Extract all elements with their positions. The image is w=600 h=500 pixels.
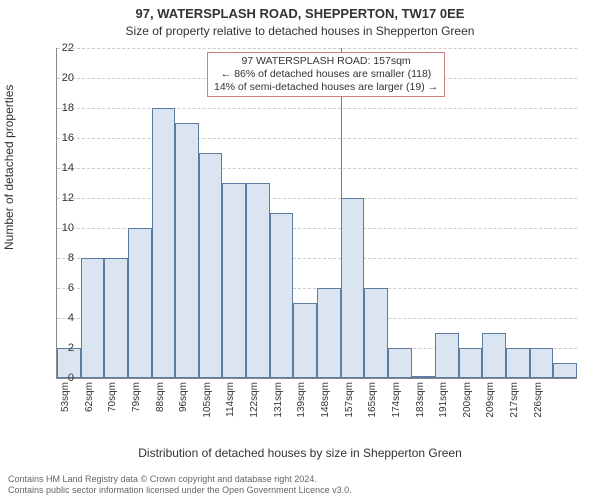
bar <box>199 153 223 378</box>
bar <box>270 213 294 378</box>
grid-line <box>57 138 577 139</box>
grid-line <box>57 48 577 49</box>
y-tick: 6 <box>44 282 74 294</box>
x-tick: 53sqm <box>60 382 71 428</box>
chart-subtitle: Size of property relative to detached ho… <box>0 24 600 38</box>
x-tick: 139sqm <box>296 382 307 428</box>
annotation-line-3: 14% of semi-detached houses are larger (… <box>214 81 438 94</box>
x-tick: 191sqm <box>438 382 449 428</box>
footer-text: Contains HM Land Registry data © Crown c… <box>8 474 592 497</box>
bar <box>482 333 506 378</box>
plot-area: 97 WATERSPLASH ROAD: 157sqm ← 86% of det… <box>56 48 577 379</box>
marker-line <box>341 48 342 378</box>
bar <box>388 348 412 378</box>
y-axis-label: Number of detached properties <box>2 85 16 250</box>
bar <box>364 288 388 378</box>
chart-title: 97, WATERSPLASH ROAD, SHEPPERTON, TW17 0… <box>0 6 600 21</box>
x-tick: 174sqm <box>391 382 402 428</box>
y-tick: 8 <box>44 252 74 264</box>
y-tick: 10 <box>44 222 74 234</box>
bar <box>341 198 365 378</box>
y-tick: 4 <box>44 312 74 324</box>
bar <box>175 123 199 378</box>
bar <box>317 288 341 378</box>
x-tick: 105sqm <box>202 382 213 428</box>
x-tick: 157sqm <box>344 382 355 428</box>
x-tick: 131sqm <box>273 382 284 428</box>
x-tick: 62sqm <box>84 382 95 428</box>
bar <box>506 348 530 378</box>
x-tick: 165sqm <box>367 382 378 428</box>
bar <box>435 333 459 378</box>
bar <box>246 183 270 378</box>
x-tick: 226sqm <box>533 382 544 428</box>
bar <box>222 183 246 378</box>
x-tick: 209sqm <box>485 382 496 428</box>
bar <box>412 376 436 378</box>
annotation-line-2: ← 86% of detached houses are smaller (11… <box>214 68 438 81</box>
y-tick: 2 <box>44 342 74 354</box>
bar <box>152 108 176 378</box>
y-tick: 14 <box>44 162 74 174</box>
bar <box>293 303 317 378</box>
x-tick: 122sqm <box>249 382 260 428</box>
x-tick: 217sqm <box>509 382 520 428</box>
bar <box>459 348 483 378</box>
x-axis-label: Distribution of detached houses by size … <box>0 446 600 460</box>
y-tick: 12 <box>44 192 74 204</box>
y-tick: 22 <box>44 42 74 54</box>
annotation-line-1: 97 WATERSPLASH ROAD: 157sqm <box>214 55 438 68</box>
grid-line <box>57 108 577 109</box>
grid-line <box>57 198 577 199</box>
x-tick: 96sqm <box>178 382 189 428</box>
y-tick: 18 <box>44 102 74 114</box>
bar <box>104 258 128 378</box>
x-tick: 183sqm <box>415 382 426 428</box>
annotation-box: 97 WATERSPLASH ROAD: 157sqm ← 86% of det… <box>207 52 445 97</box>
x-tick: 200sqm <box>462 382 473 428</box>
y-tick: 20 <box>44 72 74 84</box>
chart-container: 97, WATERSPLASH ROAD, SHEPPERTON, TW17 0… <box>0 0 600 500</box>
x-tick: 88sqm <box>155 382 166 428</box>
x-tick: 114sqm <box>225 382 236 428</box>
x-tick: 148sqm <box>320 382 331 428</box>
y-tick: 16 <box>44 132 74 144</box>
bar <box>553 363 577 378</box>
footer-line-2: Contains public sector information licen… <box>8 485 592 496</box>
footer-line-1: Contains HM Land Registry data © Crown c… <box>8 474 592 485</box>
bar <box>128 228 152 378</box>
x-tick: 79sqm <box>131 382 142 428</box>
bar <box>81 258 105 378</box>
x-tick: 70sqm <box>107 382 118 428</box>
grid-line <box>57 168 577 169</box>
bar <box>530 348 554 378</box>
